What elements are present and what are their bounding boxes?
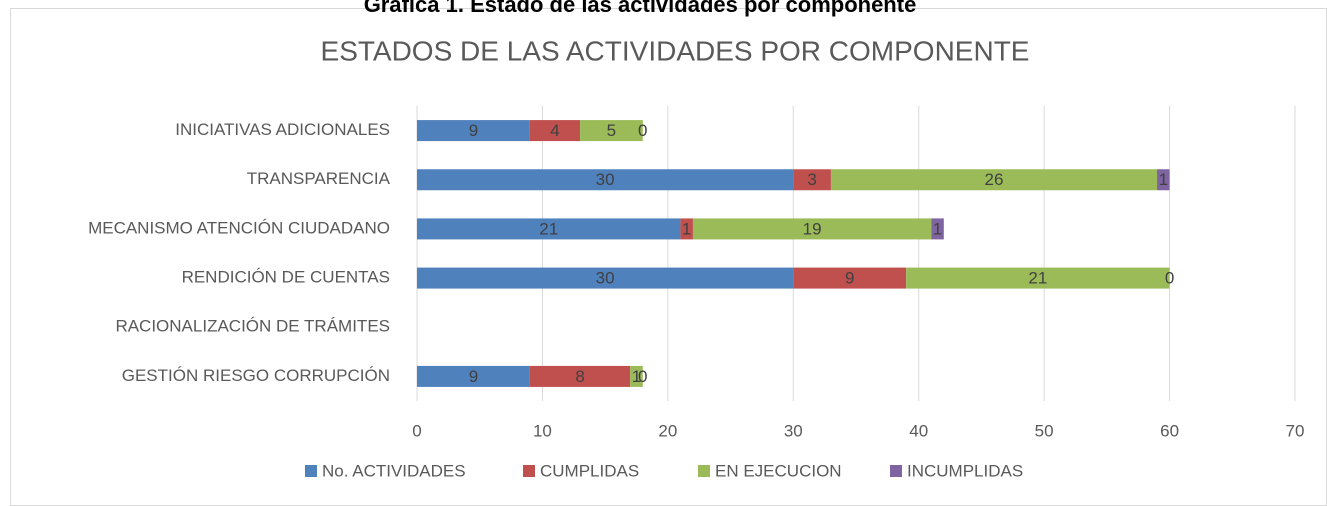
y-tick-label: TRANSPARENCIA xyxy=(247,169,391,188)
y-tick-label: RENDICIÓN DE CUENTAS xyxy=(182,268,390,287)
data-label: 9 xyxy=(469,121,478,140)
data-label: 26 xyxy=(985,170,1004,189)
data-label: 9 xyxy=(469,367,478,386)
legend-label: EN EJECUCION xyxy=(715,461,842,480)
bar-segment xyxy=(417,267,794,289)
x-tick-label: 50 xyxy=(1035,421,1054,440)
bar-segment xyxy=(830,169,1158,191)
data-label: 21 xyxy=(1028,269,1047,288)
legend-label: CUMPLIDAS xyxy=(540,461,639,480)
y-tick-label: GESTIÓN RIESGO CORRUPCIÓN xyxy=(122,366,390,385)
legend-swatch xyxy=(890,465,902,477)
data-label: 3 xyxy=(807,170,816,189)
data-label: 1 xyxy=(1159,170,1168,189)
x-tick-label: 60 xyxy=(1160,421,1179,440)
bar-segment xyxy=(630,365,643,387)
data-label: 30 xyxy=(596,269,615,288)
data-label: 30 xyxy=(596,170,615,189)
x-tick-label: 40 xyxy=(909,421,928,440)
caption: Gráfica 1. Estado de las actividades por… xyxy=(364,0,917,17)
y-tick-label: RACIONALIZACIÓN DE TRÁMITES xyxy=(115,317,390,336)
data-label: 9 xyxy=(845,269,854,288)
data-label: 1 xyxy=(632,367,641,386)
bar-segment xyxy=(793,169,831,191)
data-label: 8 xyxy=(575,367,584,386)
data-label: 0 xyxy=(638,121,647,140)
bar-segment xyxy=(417,120,530,142)
bar-segment xyxy=(680,218,693,240)
bar-segment xyxy=(692,218,932,240)
data-label: 0 xyxy=(1165,269,1174,288)
legend-swatch xyxy=(305,465,317,477)
bar-segment xyxy=(931,218,944,240)
x-tick-label: 30 xyxy=(784,421,803,440)
chart-title: ESTADOS DE LAS ACTIVIDADES POR COMPONENT… xyxy=(321,35,1030,66)
bar-segment xyxy=(529,120,581,142)
y-tick-label: INICIATIVAS ADICIONALES xyxy=(175,120,390,139)
x-tick-label: 0 xyxy=(412,421,421,440)
legend-label: No. ACTIVIDADES xyxy=(322,461,466,480)
bar-segment xyxy=(417,169,794,191)
bar-segment xyxy=(417,365,530,387)
bar-segment xyxy=(529,365,631,387)
data-label: 5 xyxy=(607,121,616,140)
bar-segment xyxy=(1157,169,1170,191)
data-label: 4 xyxy=(550,121,559,140)
bar-segment xyxy=(793,267,907,289)
bar-segment xyxy=(906,267,1170,289)
data-label: 0 xyxy=(638,367,647,386)
y-tick-label: MECANISMO ATENCIÓN CIUDADANO xyxy=(88,218,390,237)
data-label: 1 xyxy=(682,219,691,238)
bar-segment xyxy=(417,218,681,240)
bar-segment xyxy=(580,120,643,142)
legend-swatch xyxy=(523,465,535,477)
legend-swatch xyxy=(698,465,710,477)
x-tick-label: 20 xyxy=(658,421,677,440)
data-label: 1 xyxy=(933,219,942,238)
data-label: 19 xyxy=(803,219,822,238)
legend-label: INCUMPLIDAS xyxy=(907,461,1023,480)
x-tick-label: 70 xyxy=(1286,421,1305,440)
x-tick-label: 10 xyxy=(533,421,552,440)
data-label: 21 xyxy=(539,219,558,238)
